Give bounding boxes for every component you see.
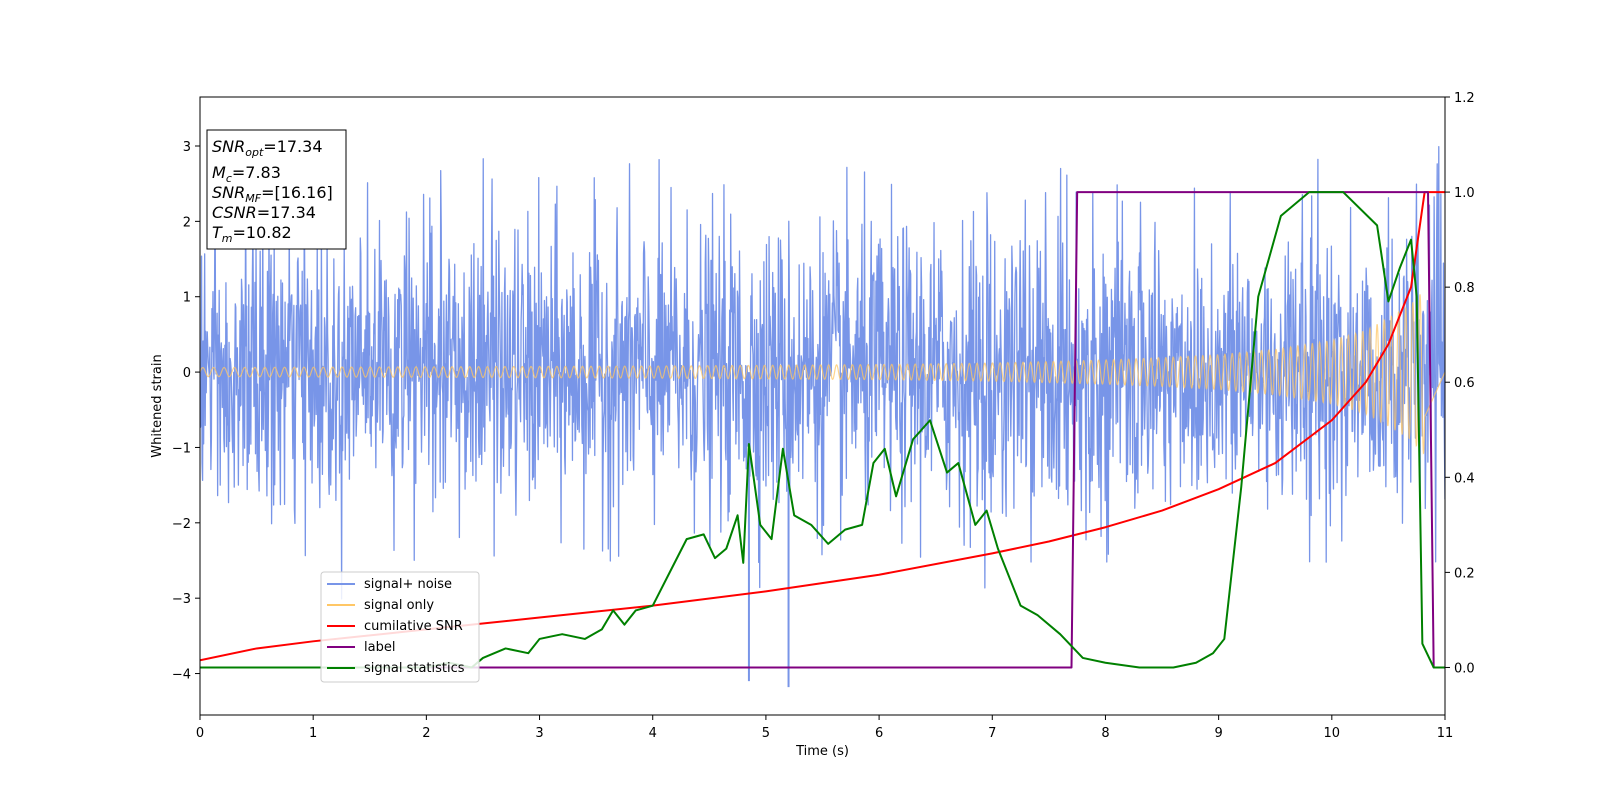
metrics-annotation: SNRopt=17.34 Mc=7.83 SNRMF=[16.16] CSNR=… [206, 129, 347, 250]
x-tick-label: 6 [875, 726, 883, 741]
signal-only-line [200, 294, 1445, 455]
signal-plus-noise-layer [200, 146, 1445, 688]
annotation-snr-mf: SNRMF=[16.16] [212, 183, 333, 205]
x-tick-label: 7 [988, 726, 996, 741]
legend-frame [320, 571, 480, 683]
signal-plus-noise-line [200, 146, 1445, 600]
legend-item-signal-statistics: signal statistics [327, 661, 465, 676]
legend-label: signal only [364, 598, 434, 613]
x-axis-ticks: 0 1 2 3 4 5 6 7 8 9 10 11 [196, 715, 1453, 741]
signal-statistics-line [200, 191, 1445, 669]
left-y-tick-label: 2 [183, 215, 191, 230]
right-y-tick-label: 0.2 [1454, 566, 1475, 581]
x-axis-label: Time (s) [795, 744, 849, 759]
axes-frame [199, 96, 1446, 716]
x-tick-label: 8 [1101, 726, 1109, 741]
legend-label: signal statistics [364, 661, 465, 676]
annotation-chirp-mass: Mc=7.83 [212, 163, 281, 185]
x-tick-label: 9 [1214, 726, 1222, 741]
left-y-tick-label: 3 [183, 140, 191, 155]
legend-item-signal-noise: signal+ noise [327, 577, 452, 592]
legend-label: cumilative SNR [364, 619, 463, 634]
right-y-tick-label: 0.8 [1454, 281, 1475, 296]
legend-item-cumulative-snr: cumilative SNR [327, 619, 463, 634]
left-y-tick-label: −3 [172, 592, 191, 607]
x-tick-label: 0 [196, 726, 204, 741]
x-tick-label: 10 [1324, 726, 1341, 741]
legend-label: signal+ noise [364, 577, 452, 592]
left-y-tick-label: 0 [183, 366, 191, 381]
x-tick-label: 11 [1437, 726, 1454, 741]
annotation-merger-time: Tm=10.82 [212, 223, 292, 245]
right-y-axis-ticks: 0.0 0.2 0.4 0.6 0.8 1.0 1.2 [1445, 91, 1475, 676]
x-tick-label: 2 [422, 726, 430, 741]
legend-item-signal-only: signal only [327, 598, 434, 613]
annotation-box [206, 129, 347, 250]
left-y-tick-label: 1 [183, 291, 191, 306]
legend: signal+ noise signal only cumilative SNR… [320, 571, 480, 683]
left-y-tick-label: −1 [172, 441, 191, 456]
x-tick-label: 4 [649, 726, 657, 741]
right-y-tick-label: 0.4 [1454, 471, 1475, 486]
right-y-tick-label: 0.6 [1454, 376, 1475, 391]
left-y-axis-ticks: −4 −3 −2 −1 0 1 2 3 [172, 140, 200, 683]
legend-label: label [364, 640, 395, 655]
right-y-tick-label: 0.0 [1454, 661, 1475, 676]
left-y-tick-label: −2 [172, 517, 191, 532]
left-y-tick-label: −4 [172, 668, 191, 683]
x-tick-label: 3 [535, 726, 543, 741]
annotation-csnr: CSNR=17.34 [212, 203, 316, 222]
x-tick-label: 1 [309, 726, 317, 741]
legend-item-label: label [327, 640, 395, 655]
x-tick-label: 5 [762, 726, 770, 741]
signal-only-layer [200, 294, 1445, 455]
right-y-tick-label: 1.0 [1454, 186, 1475, 201]
annotation-snr-opt: SNRopt=17.34 [212, 137, 323, 159]
right-y-tick-label: 1.2 [1454, 91, 1475, 106]
y-axis-label: Whitened strain [150, 354, 165, 457]
